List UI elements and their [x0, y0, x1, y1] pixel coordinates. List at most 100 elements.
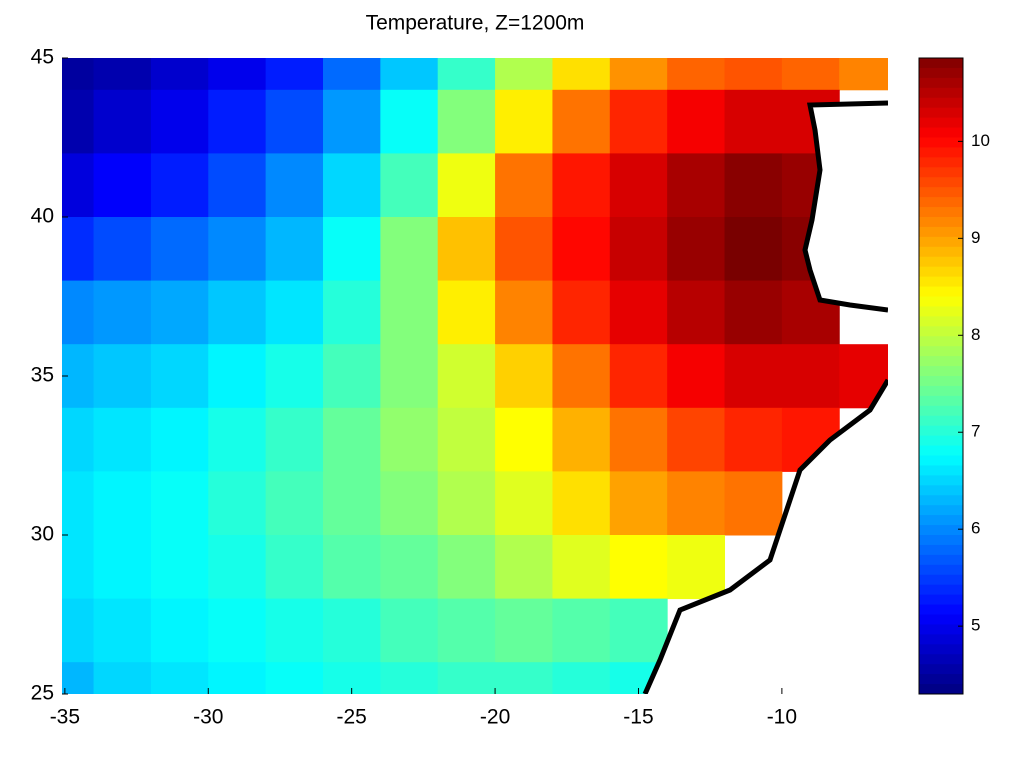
colorbar-segment — [919, 276, 963, 288]
heat-cell — [380, 153, 439, 218]
heat-cell — [437, 280, 496, 345]
heat-cell — [781, 58, 840, 91]
heat-cell — [667, 471, 726, 536]
heat-cell — [495, 471, 553, 536]
heat-cell — [150, 344, 209, 409]
heat-cell — [208, 217, 267, 282]
x-tick-label: -30 — [193, 706, 223, 729]
y-tick-label: 45 — [31, 46, 54, 69]
heat-cell — [322, 344, 381, 409]
heat-cell — [380, 89, 439, 154]
heat-cell — [552, 153, 611, 218]
colorbar-segment — [919, 634, 963, 645]
heat-cell — [552, 662, 611, 694]
colorbar-segment — [919, 624, 963, 635]
heat-cell — [150, 535, 209, 600]
heat-cell — [62, 407, 95, 472]
heat-cell — [724, 344, 783, 409]
heat-cell — [380, 598, 439, 663]
colorbar-segment — [919, 97, 963, 109]
heat-cell — [437, 535, 496, 600]
heat-cell — [208, 471, 267, 536]
colorbar-segment — [919, 684, 963, 695]
axes: -35 -30 -25 -20 -15 -10 25 30 35 40 45 5 6 7 8 9 10 — [31, 46, 990, 729]
heat-cell — [609, 58, 668, 91]
heat-cell — [609, 407, 668, 472]
heat-cell — [380, 535, 439, 600]
heat-cell — [667, 217, 726, 282]
heat-cell — [552, 471, 611, 536]
coastline — [642, 100, 888, 694]
colorbar-segment — [919, 217, 963, 228]
heat-cell — [150, 89, 209, 154]
colorbar-segment — [919, 535, 963, 546]
heat-cell — [265, 217, 324, 282]
heat-cell — [667, 89, 726, 154]
colorbar-segment — [919, 306, 963, 317]
colorbar-frame — [918, 57, 964, 695]
heat-cell — [437, 344, 496, 409]
heat-cell — [437, 217, 496, 282]
x-tick-label: -25 — [336, 706, 366, 729]
heat-cell — [667, 407, 726, 472]
heat-cell — [93, 217, 152, 282]
colorbar-segment — [919, 584, 963, 596]
x-tick-label: -35 — [50, 706, 80, 729]
heat-cell — [495, 58, 553, 91]
heat-cell — [495, 662, 553, 694]
heat-cell — [552, 89, 611, 154]
heat-cell — [609, 89, 668, 154]
heat-cell — [437, 662, 496, 694]
colorbar-segment — [919, 346, 963, 357]
heat-cell — [62, 662, 95, 694]
heatmap — [62, 58, 888, 694]
heat-cell — [93, 153, 152, 218]
heat-cell — [380, 662, 439, 694]
heat-cell — [62, 598, 95, 663]
colorbar-segment — [919, 654, 963, 665]
heat-cell — [380, 58, 439, 91]
heat-cell — [724, 153, 783, 218]
colorbar-segment — [919, 316, 963, 327]
heat-cell — [380, 344, 439, 409]
heat-cell — [150, 662, 209, 694]
heat-cell — [208, 153, 267, 218]
heat-cell — [93, 407, 152, 472]
heat-cell — [322, 153, 381, 218]
colorbar-segment — [919, 395, 963, 407]
heat-cell — [265, 471, 324, 536]
colorbar-segment — [919, 356, 963, 367]
heat-cell — [93, 280, 152, 345]
heat-cell — [495, 344, 553, 409]
heat-cell — [93, 344, 152, 409]
heat-cell — [265, 89, 324, 154]
heat-cell — [93, 471, 152, 536]
heat-cell — [208, 89, 267, 154]
heat-cell — [609, 598, 668, 663]
heat-cell — [552, 407, 611, 472]
colorbar-segment — [919, 544, 963, 556]
heat-cell — [150, 471, 209, 536]
heat-cell — [495, 280, 553, 345]
heat-cell — [150, 58, 209, 91]
colorbar-segment — [919, 604, 963, 615]
colorbar-segment — [919, 326, 963, 337]
colorbar-segment — [919, 455, 963, 466]
y-tick-label: 25 — [31, 682, 54, 705]
heat-cell — [322, 407, 381, 472]
heat-cell — [265, 344, 324, 409]
heat-cell — [609, 344, 668, 409]
heat-cell — [609, 217, 668, 282]
heat-cell — [437, 58, 496, 91]
heat-cell — [93, 598, 152, 663]
heat-cell — [62, 217, 95, 282]
heat-cell — [150, 407, 209, 472]
heat-cell — [495, 217, 553, 282]
heat-cell — [495, 153, 553, 218]
colorbar-segment — [919, 336, 963, 347]
heat-cell — [93, 89, 152, 154]
colorbar-segment — [919, 425, 963, 437]
colorbar-segment — [919, 405, 963, 417]
colorbar-segment — [919, 674, 963, 685]
